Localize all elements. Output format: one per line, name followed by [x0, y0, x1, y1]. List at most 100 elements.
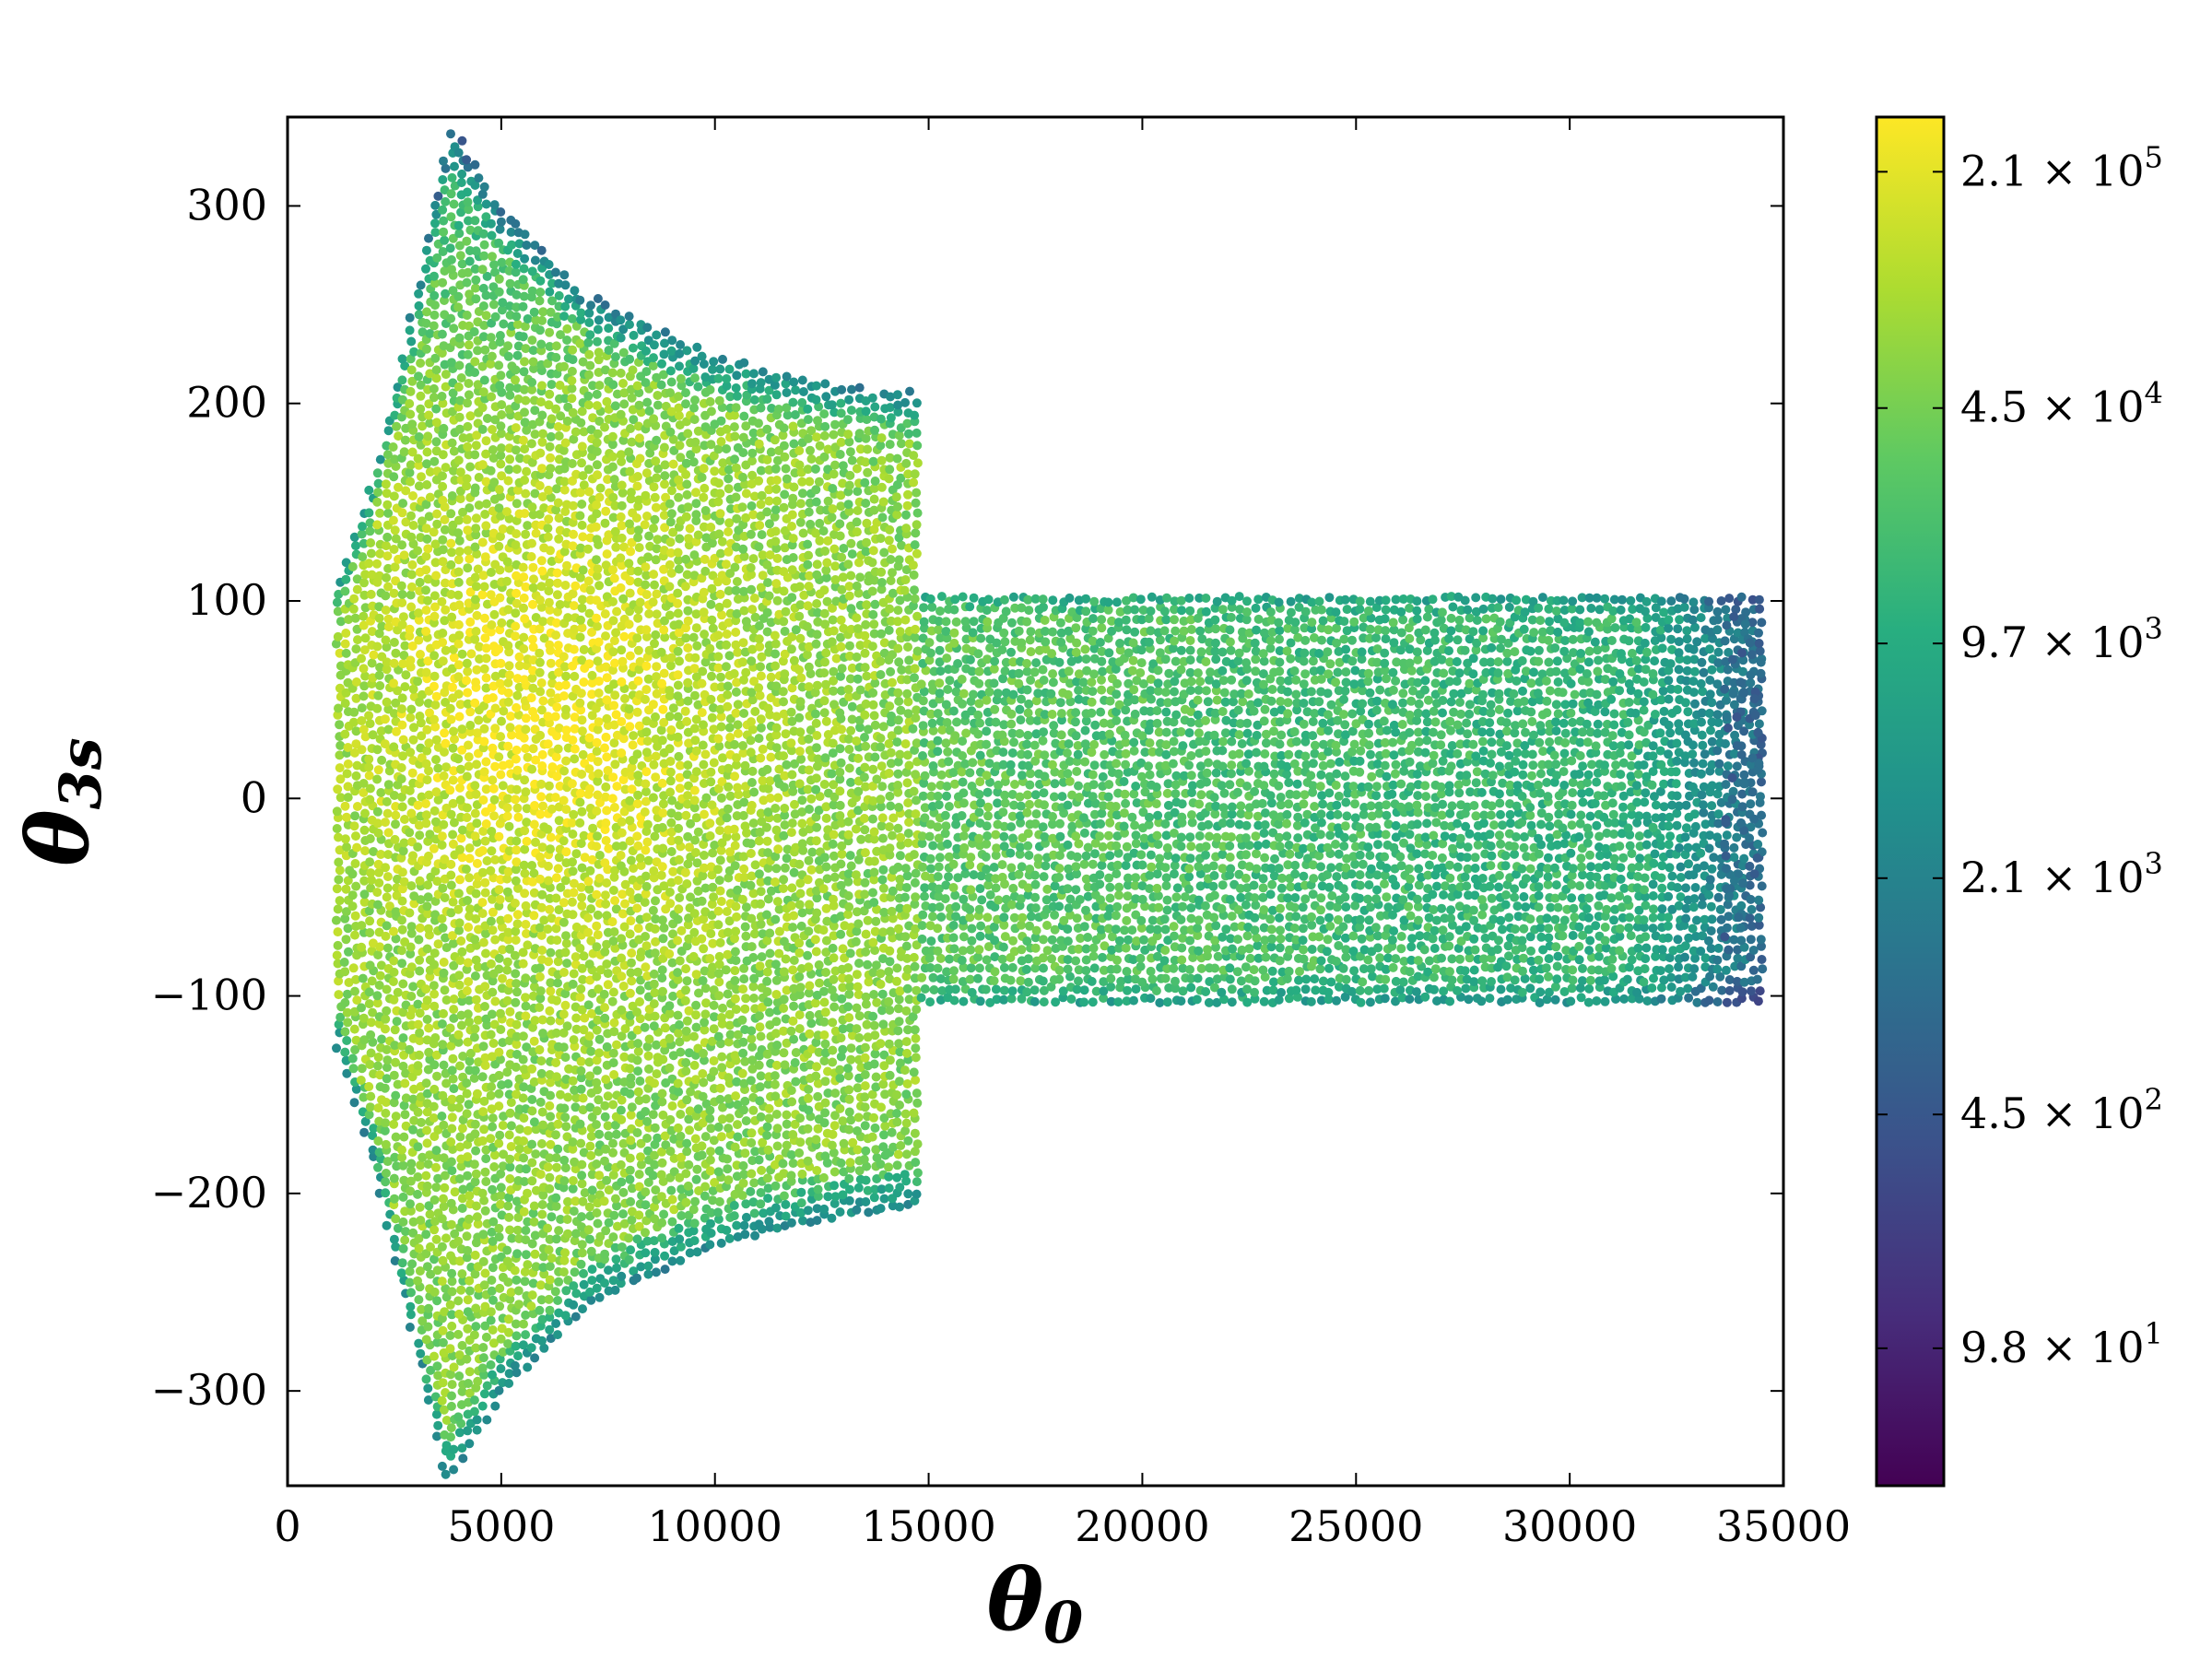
scatter-point — [464, 340, 474, 350]
scatter-point — [570, 744, 580, 754]
scatter-point — [380, 739, 390, 749]
scatter-point — [447, 1094, 457, 1104]
scatter-point — [575, 818, 585, 828]
scatter-point — [391, 648, 401, 658]
scatter-point — [651, 896, 660, 906]
scatter-point — [447, 1321, 457, 1331]
scatter-point — [730, 739, 739, 749]
scatter-point — [518, 959, 528, 969]
scatter-point — [697, 708, 707, 718]
scatter-point — [502, 957, 512, 967]
scatter-point — [414, 288, 424, 299]
scatter-point — [400, 815, 409, 824]
scatter-point — [494, 1088, 504, 1099]
scatter-point — [347, 901, 358, 912]
scatter-point — [350, 811, 360, 821]
scatter-point — [593, 790, 603, 800]
scatter-point — [430, 722, 441, 732]
scatter-point — [470, 483, 480, 493]
scatter-point — [453, 515, 464, 525]
scatter-point — [653, 400, 663, 410]
scatter-point — [544, 781, 554, 791]
scatter-point — [502, 557, 512, 567]
scatter-point — [535, 1003, 545, 1012]
scatter-point — [471, 513, 481, 524]
scatter-point — [458, 433, 468, 443]
scatter-point — [512, 465, 522, 475]
scatter-point — [439, 1153, 449, 1163]
scatter-point — [373, 1061, 382, 1071]
scatter-point — [535, 657, 545, 667]
scatter-point — [546, 947, 556, 958]
scatter-point — [567, 818, 577, 828]
scatter-point — [715, 855, 725, 865]
scatter-point — [635, 853, 645, 863]
scatter-point — [389, 491, 399, 501]
scatter-point — [392, 726, 401, 736]
scatter-point — [495, 565, 505, 575]
scatter-point — [343, 924, 353, 934]
scatter-point — [673, 914, 683, 924]
scatter-point — [575, 632, 585, 642]
scatter-point — [439, 227, 449, 237]
scatter-point — [381, 1188, 391, 1198]
scatter-point — [438, 247, 448, 256]
scatter-point — [512, 312, 522, 322]
scatter-point — [372, 641, 382, 652]
scatter-point — [457, 135, 467, 146]
scatter-point — [601, 506, 611, 516]
scatter-point — [416, 650, 425, 659]
scatter-point — [342, 1007, 352, 1018]
scatter-point — [398, 979, 408, 989]
scatter-point — [359, 876, 370, 886]
scatter-point — [526, 693, 536, 703]
scatter-point — [520, 675, 529, 685]
scatter-point — [406, 1186, 416, 1196]
scatter-point — [625, 320, 634, 330]
scatter-point — [449, 1005, 459, 1015]
scatter-point — [497, 618, 507, 628]
scatter-point — [681, 1058, 691, 1067]
scatter-point — [343, 876, 353, 886]
scatter-point — [481, 673, 491, 683]
scatter-point — [510, 950, 520, 960]
scatter-point — [535, 986, 546, 996]
scatter-point — [464, 923, 474, 932]
scatter-point — [421, 524, 431, 534]
scatter-point — [389, 1173, 399, 1183]
scatter-point — [705, 831, 715, 841]
scatter-point — [644, 1064, 653, 1074]
scatter-point — [365, 783, 375, 794]
scatter-point — [535, 730, 546, 740]
scatter-point — [481, 436, 491, 446]
scatter-point — [465, 843, 475, 853]
scatter-point — [700, 506, 711, 515]
scatter-point — [454, 360, 465, 371]
scatter-point — [650, 1078, 659, 1088]
scatter-point — [607, 431, 618, 441]
scatter-point — [446, 1157, 456, 1167]
scatter-point — [334, 976, 344, 986]
scatter-point — [421, 551, 431, 561]
scatter-point — [609, 1210, 619, 1220]
scatter-point — [689, 724, 700, 734]
scatter-point — [705, 643, 715, 653]
scatter-point — [494, 238, 504, 248]
scatter-point — [537, 464, 547, 474]
scatter-point — [527, 1095, 537, 1104]
scatter-point — [593, 294, 603, 303]
scatter-point — [608, 772, 618, 782]
scatter-point — [551, 1072, 561, 1082]
scatter-point — [527, 1106, 537, 1116]
scatter-point — [527, 1139, 537, 1149]
scatter-point — [625, 1088, 635, 1099]
scatter-point — [446, 559, 456, 570]
scatter-point — [478, 1256, 488, 1266]
scatter-point — [544, 586, 554, 596]
scatter-point — [453, 302, 464, 312]
scatter-point — [535, 809, 546, 819]
scatter-point — [682, 879, 692, 888]
scatter-points — [331, 129, 1768, 1479]
scatter-point — [389, 742, 399, 752]
scatter-point — [535, 687, 546, 697]
